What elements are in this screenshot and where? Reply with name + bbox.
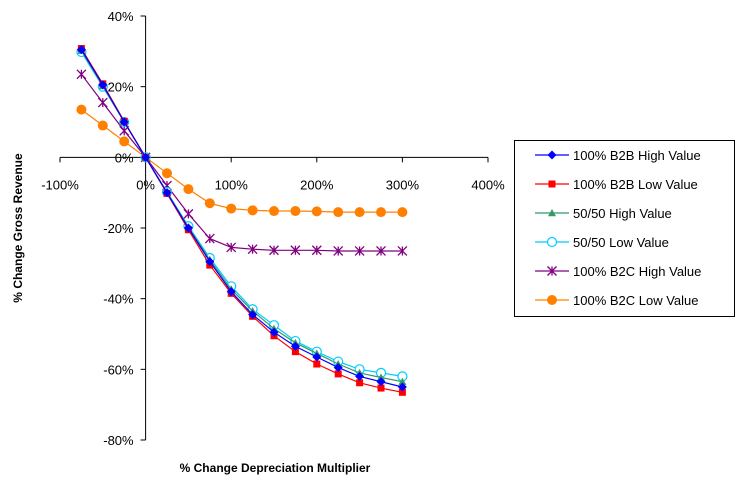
data-point — [204, 198, 215, 209]
x-tick-label: 100% — [215, 177, 249, 192]
data-point — [397, 246, 408, 256]
data-point — [397, 207, 408, 218]
x-tick-label: -100% — [41, 177, 79, 192]
legend-item: 100% B2B Low Value — [535, 177, 698, 192]
legend-marker — [548, 209, 556, 217]
data-point — [183, 208, 194, 219]
legend-marker — [547, 266, 557, 276]
x-axis-title: % Change Depreciation Multiplier — [180, 461, 371, 475]
y-tick-label: 20% — [108, 80, 134, 95]
data-point — [313, 360, 321, 368]
data-point — [377, 373, 385, 381]
data-point — [376, 377, 386, 387]
data-point — [269, 327, 279, 337]
data-point — [76, 104, 87, 115]
data-point — [119, 117, 129, 127]
data-point — [183, 223, 193, 233]
legend-marker — [547, 295, 557, 305]
data-point — [291, 348, 299, 356]
data-point — [355, 371, 365, 381]
series-group — [76, 45, 408, 396]
legend-marker — [547, 150, 557, 160]
data-point — [76, 45, 86, 55]
y-axis-title: % Change Gross Revenue — [11, 153, 25, 303]
legend-label: 100% B2C Low Value — [573, 293, 699, 308]
data-point — [205, 257, 215, 267]
legend-marker — [546, 236, 558, 248]
y-tick-label: 0% — [115, 150, 134, 165]
legend-box — [514, 140, 735, 317]
series-line — [80, 73, 403, 252]
data-point — [248, 310, 258, 320]
data-point — [247, 244, 258, 255]
data-point — [377, 384, 385, 392]
data-point — [226, 242, 237, 253]
data-point — [354, 207, 365, 218]
data-point — [290, 341, 300, 351]
y-tick-label: -40% — [103, 292, 134, 307]
data-point — [98, 80, 108, 90]
y-tick-label: -20% — [103, 221, 134, 236]
series-line — [80, 50, 403, 383]
data-point — [290, 245, 301, 256]
data-point — [162, 168, 172, 179]
legend-label: 100% B2C High Value — [573, 264, 701, 279]
y-tick-label: 40% — [108, 9, 134, 24]
legend-item: 100% B2C Low Value — [535, 293, 699, 308]
data-point — [76, 69, 87, 80]
x-tick-label: 200% — [300, 177, 334, 192]
data-point — [312, 352, 322, 362]
legend-item: 100% B2B High Value — [535, 148, 701, 163]
data-point — [333, 207, 344, 218]
legend-item: 50/50 Low Value — [535, 235, 669, 250]
legend-label: 100% B2B High Value — [573, 148, 701, 163]
data-point — [398, 388, 406, 396]
data-point — [226, 287, 236, 297]
data-point — [290, 206, 301, 217]
series-line — [80, 51, 403, 377]
data-point — [183, 184, 194, 195]
data-point — [398, 377, 407, 385]
series-4 — [76, 69, 408, 256]
y-tick-labels: -80% -60% -40% -20% 0% 20% 40% — [103, 9, 134, 448]
x-tick-label: 0% — [136, 177, 155, 192]
series-line — [81, 109, 403, 213]
y-tick-label: -60% — [103, 362, 134, 377]
legend: 100% B2B High Value 100% B2B Low Value 50/… — [514, 140, 735, 317]
data-point — [119, 136, 130, 147]
series-line — [80, 49, 403, 388]
data-point — [204, 233, 215, 244]
data-point — [397, 382, 407, 392]
data-point — [97, 120, 108, 131]
data-point — [334, 370, 342, 378]
data-point — [141, 152, 151, 162]
legend-item: 100% B2C High Value — [535, 264, 701, 279]
legend-label: 50/50 Low Value — [573, 235, 669, 250]
data-point — [376, 207, 386, 218]
data-point — [269, 206, 279, 217]
data-point — [311, 245, 322, 256]
legend-label: 50/50 High Value — [573, 206, 672, 221]
legend-marker — [548, 180, 556, 188]
data-point — [247, 205, 258, 216]
x-tick-labels: -100% 0% 100% 200% 300% 400% — [41, 177, 505, 192]
data-point — [333, 363, 343, 373]
legend-label: 100% B2B Low Value — [573, 177, 698, 192]
data-point — [97, 97, 108, 108]
data-point — [311, 206, 322, 217]
data-point — [269, 245, 279, 256]
data-point — [356, 379, 364, 387]
legend-item: 50/50 High Value — [535, 206, 672, 221]
data-point — [162, 188, 172, 198]
series-0 — [76, 45, 407, 392]
x-tick-label: 300% — [386, 177, 420, 192]
data-point — [354, 246, 365, 256]
y-tick-label: -80% — [103, 433, 134, 448]
data-point — [376, 246, 386, 256]
data-point — [333, 246, 344, 256]
data-point — [226, 203, 237, 214]
x-tick-label: 400% — [471, 177, 505, 192]
